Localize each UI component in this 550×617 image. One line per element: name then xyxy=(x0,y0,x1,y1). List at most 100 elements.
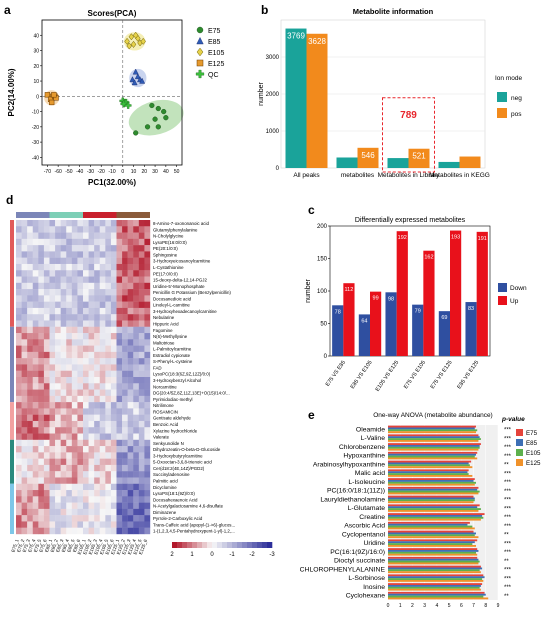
column-label: E75_4 xyxy=(27,538,36,553)
bar-e125 xyxy=(388,518,481,521)
heatmap-cell xyxy=(94,351,100,359)
heatmap-cell xyxy=(110,251,117,258)
row-label: N(6)-Methyllysine xyxy=(153,334,188,339)
heatmap-cell xyxy=(116,364,123,371)
heatmap-cell xyxy=(60,527,67,535)
heatmap-cell xyxy=(110,351,117,359)
heatmap-cell xyxy=(105,238,112,246)
heatmap-cell xyxy=(49,282,56,290)
heatmap-cell xyxy=(122,289,128,296)
column-group-bar xyxy=(83,212,117,218)
heatmap-cell xyxy=(94,433,100,440)
heatmap-cell xyxy=(66,389,73,397)
row-label: Docosanedioic acid xyxy=(153,296,192,301)
heatmap-cell xyxy=(127,289,134,296)
legend-label-e75: E75 xyxy=(526,430,538,437)
heatmap-cell xyxy=(16,420,22,428)
heatmap-cell xyxy=(60,477,67,484)
bar-e125 xyxy=(388,597,489,600)
legend-swatch-up xyxy=(498,296,507,305)
heatmap-cell xyxy=(43,351,50,359)
heatmap-cell xyxy=(32,490,39,497)
heatmap-cell xyxy=(83,383,89,390)
heatmap-cell xyxy=(49,408,56,415)
heatmap-cell xyxy=(94,527,100,535)
heatmap-cell xyxy=(55,226,61,233)
y-axis-label: PC2(14.00%) xyxy=(7,68,16,116)
legend-swatch-down xyxy=(498,283,507,292)
heatmap-cell xyxy=(133,433,140,440)
heatmap-cell xyxy=(116,276,123,283)
row-label: Valerate xyxy=(153,435,170,440)
heatmap-cell xyxy=(71,370,78,378)
heatmap-cell xyxy=(43,226,50,233)
heatmap-cell xyxy=(116,446,123,453)
point-e105 xyxy=(126,42,132,50)
heatmap-cell xyxy=(60,238,67,246)
heatmap-cell xyxy=(138,220,145,227)
heatmap-cell xyxy=(133,527,140,535)
row-label: Norcarnitine xyxy=(153,384,177,389)
bar-e105 xyxy=(388,481,476,484)
heatmap-cell xyxy=(105,289,112,296)
color-scale-tick: -2 xyxy=(249,552,255,558)
color-scale-segment xyxy=(217,542,223,548)
heatmap-cell xyxy=(94,295,100,302)
heatmap-cell xyxy=(71,502,78,510)
significance-label: *** xyxy=(504,428,512,434)
heatmap-cell xyxy=(88,251,95,258)
row-label: PE(20:1/0:0) xyxy=(153,246,178,251)
heatmap-cell xyxy=(83,452,89,459)
heatmap-cell xyxy=(38,477,45,484)
heatmap-cell xyxy=(66,420,73,428)
heatmap-cell xyxy=(122,408,128,415)
heatmap-cell xyxy=(83,307,89,315)
heatmap-cell xyxy=(127,358,134,365)
heatmap-cell xyxy=(116,333,123,340)
heatmap-cell xyxy=(16,477,22,484)
heatmap-cell xyxy=(133,232,140,240)
heatmap-cell xyxy=(110,508,117,516)
column-group-bar xyxy=(16,212,50,218)
heatmap-cell xyxy=(122,402,128,409)
heatmap-cell xyxy=(144,439,151,447)
heatmap-cell xyxy=(83,301,89,309)
heatmap-cell xyxy=(66,276,73,283)
heatmap-cell xyxy=(138,326,145,334)
heatmap-cell xyxy=(27,320,33,327)
heatmap-cell xyxy=(88,289,95,296)
row-group-bar xyxy=(10,220,14,327)
heatmap-cell xyxy=(88,389,95,397)
heatmap-cell xyxy=(144,427,151,434)
heatmap-cell xyxy=(133,301,140,309)
heatmap-cell xyxy=(32,408,39,415)
heatmap-cell xyxy=(105,251,112,258)
heatmap-cell xyxy=(55,483,61,491)
heatmap-cell xyxy=(55,395,61,403)
heatmap-cell xyxy=(144,433,151,440)
column-label: E125_1 xyxy=(110,538,120,555)
heatmap-cell xyxy=(83,326,89,334)
heatmap-cell xyxy=(16,458,22,466)
column-label: E75_2 xyxy=(16,538,25,553)
x-tick-label: E75 VS E125 xyxy=(430,360,454,390)
heatmap-cell xyxy=(122,282,128,290)
heatmap-cell xyxy=(83,446,89,453)
heatmap-cell xyxy=(144,326,151,334)
significance-label: ** xyxy=(504,594,509,600)
heatmap-cell xyxy=(110,326,117,334)
row-label: Benzoic Acid xyxy=(153,422,179,427)
heatmap-cell xyxy=(99,383,106,390)
bar-e85 xyxy=(388,541,475,544)
row-label: FAD xyxy=(153,365,162,370)
heatmap-cell xyxy=(83,389,89,397)
heatmap-cell xyxy=(71,345,78,353)
bar-up xyxy=(396,231,408,356)
bar-e105 xyxy=(388,551,476,554)
heatmap-cell xyxy=(60,420,67,428)
heatmap-cell xyxy=(71,408,78,415)
heatmap-cell xyxy=(77,232,84,240)
chart-title: Scores(PCA) xyxy=(88,9,137,18)
heatmap-cell xyxy=(66,289,73,296)
heatmap-cell xyxy=(49,314,56,321)
